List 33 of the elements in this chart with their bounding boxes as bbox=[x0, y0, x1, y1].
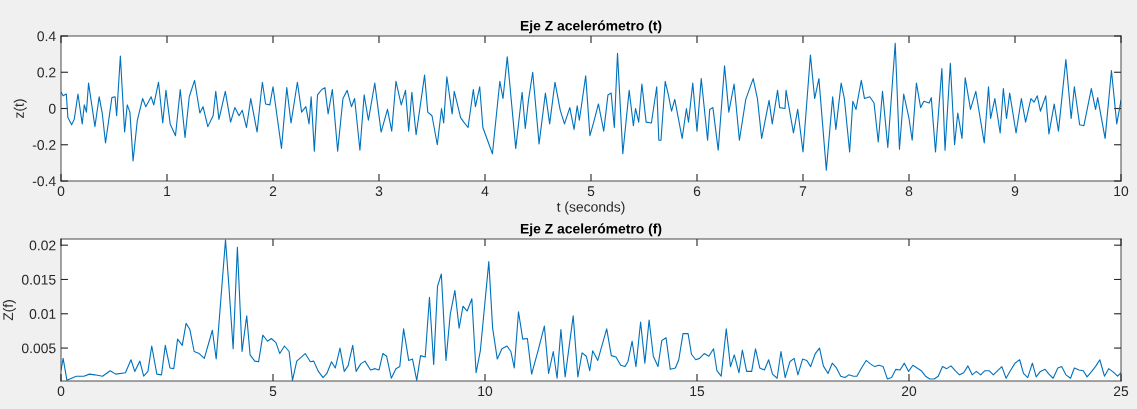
x-tick-label: 4 bbox=[481, 186, 489, 196]
x-tick-label: 10 bbox=[1114, 186, 1129, 197]
x-tick-label: 2 bbox=[269, 186, 277, 196]
y-tick-label: 0.02 bbox=[29, 240, 56, 251]
y-tick-label: 0.005 bbox=[21, 343, 56, 354]
y-tick-label: 0.015 bbox=[21, 274, 56, 285]
x-axis-title: t (seconds) bbox=[556, 201, 625, 215]
x-tick-label: 20 bbox=[901, 386, 917, 397]
chart-title: Eje Z acelerómetro (t) bbox=[520, 20, 662, 34]
y-axis-title: z(t) bbox=[13, 99, 27, 118]
y-tick-label: 0 bbox=[48, 103, 56, 114]
chart-title: Eje Z acelerómetro (f) bbox=[520, 223, 662, 237]
y-tick-label: 0.2 bbox=[37, 67, 56, 78]
x-tick-label: 5 bbox=[269, 386, 277, 397]
x-tick-label: 9 bbox=[1011, 186, 1019, 197]
line-series bbox=[61, 42, 1121, 171]
x-tick-label: 1 bbox=[164, 186, 171, 196]
y-tick-label: 0.01 bbox=[29, 309, 56, 319]
x-tick-label: 25 bbox=[1113, 386, 1129, 397]
x-tick-label: 10 bbox=[478, 386, 493, 397]
x-tick-label: 15 bbox=[690, 386, 705, 397]
x-tick-label: 0 bbox=[57, 386, 65, 397]
y-tick-label: 0.4 bbox=[37, 31, 56, 42]
y-tick-label: -0.2 bbox=[32, 140, 56, 150]
y-tick-label: -0.4 bbox=[32, 176, 56, 187]
y-axis-title: Z(f) bbox=[2, 300, 16, 321]
x-tick-label: 3 bbox=[375, 186, 383, 197]
x-tick-label: 6 bbox=[693, 186, 701, 197]
x-tick-label: 8 bbox=[905, 186, 913, 197]
x-tick-label: 0 bbox=[57, 186, 65, 197]
x-tick-label: 5 bbox=[587, 186, 595, 197]
line-series bbox=[61, 239, 1121, 381]
x-tick-label: 7 bbox=[799, 186, 807, 196]
